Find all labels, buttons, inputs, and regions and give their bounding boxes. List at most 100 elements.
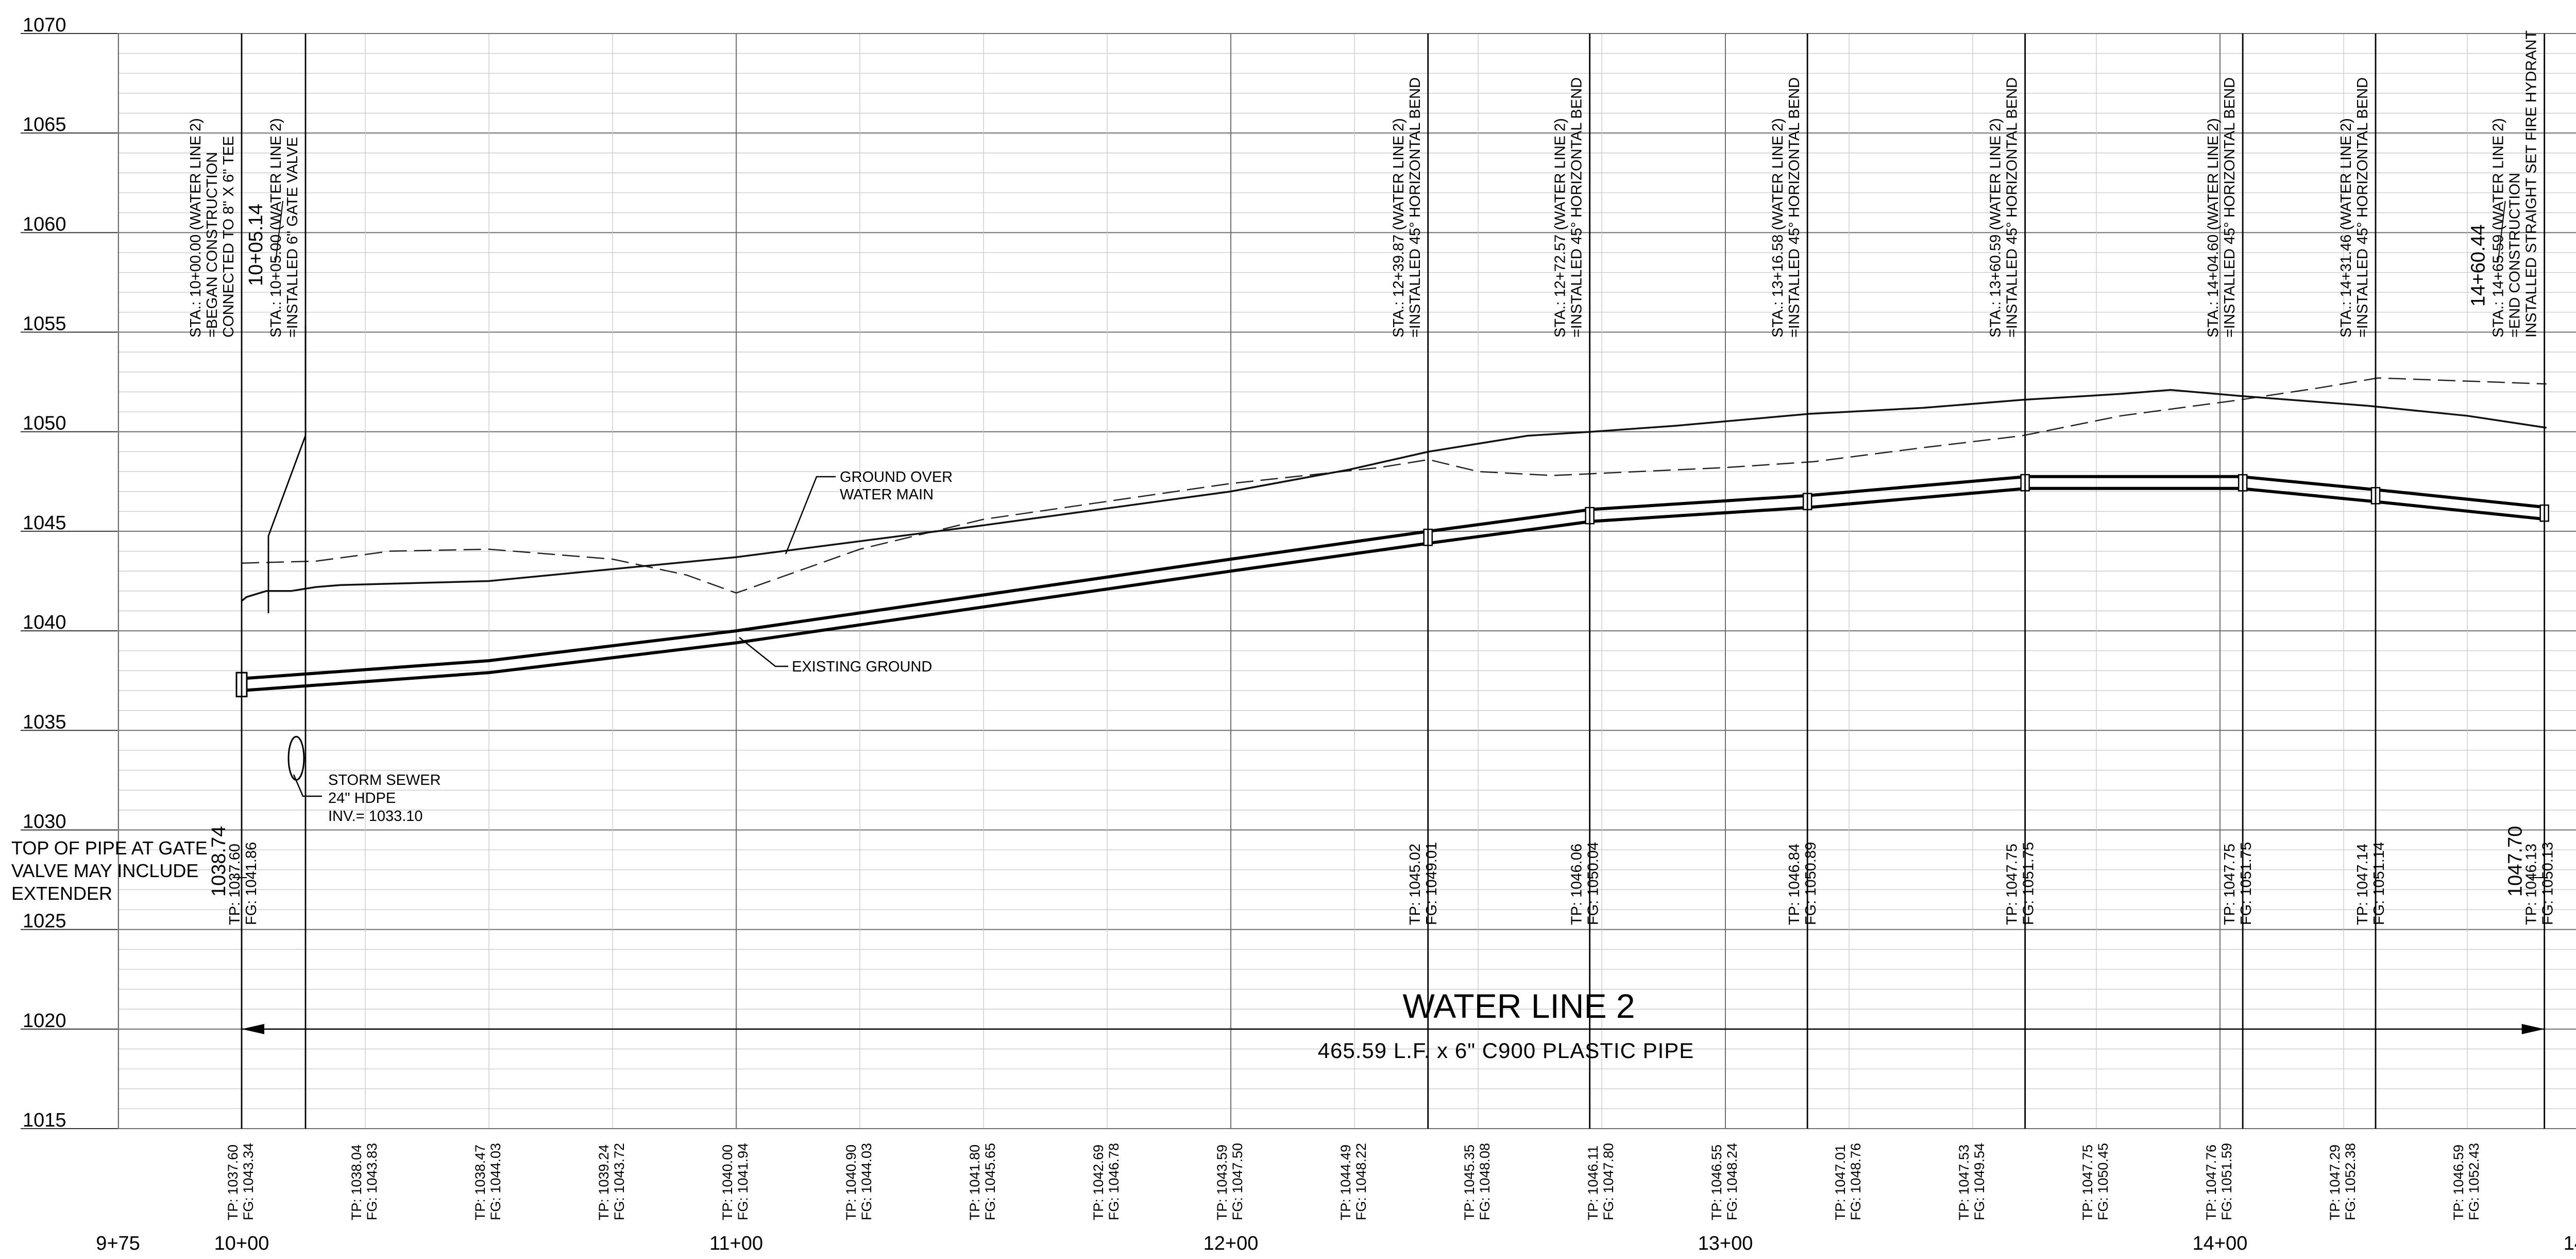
profile-lines — [235, 377, 2549, 781]
bottom-fg-label: FG: 1048.22 — [1353, 1143, 1369, 1220]
existing-ground-label: EXISTING GROUND — [792, 659, 932, 675]
bottom-tp-label: TP: 1037.60 — [225, 1145, 241, 1220]
bottom-tp-label: TP: 1047.29 — [2327, 1145, 2343, 1220]
bottom-fg-label: FG: 1047.50 — [1230, 1143, 1245, 1220]
station-callout-text: STA.: 14+04.60 (WATER LINE 2) — [2205, 118, 2222, 338]
station-callout-text: STA.: 14+65.59 (WATER LINE 2) — [2490, 118, 2507, 338]
tp-value: TP: 1037.60 — [227, 844, 243, 925]
bottom-tp-label: TP: 1047.76 — [2204, 1145, 2219, 1220]
bottom-fg-label: FG: 1043.34 — [241, 1143, 256, 1220]
bottom-tp-label: TP: 1047.53 — [1956, 1145, 1972, 1220]
fg-value: FG: 1050.13 — [2540, 842, 2556, 925]
station-callout-text: =INSTALLED 45° HORIZONTAL BEND — [1786, 77, 1803, 338]
asbuilt-station-text: 10+05.14 — [245, 204, 267, 286]
tp-value: TP: 1046.84 — [1786, 844, 1803, 925]
storm-sewer-label: STORM SEWER 24" HDPE INV.= 1033.10 — [328, 772, 441, 825]
station-callout-text: =INSTALLED 45° HORIZONTAL BEND — [1569, 77, 1585, 338]
station-callout-text: =INSTALLED 45° HORIZONTAL BEND — [1407, 77, 1423, 338]
station-scale: 9+75 10+00 11+00 12+00 13+00 14+00 14+75 — [96, 1233, 2576, 1254]
station-label: 9+75 — [96, 1233, 140, 1254]
bottom-tp-label: TP: 1046.55 — [1709, 1145, 1724, 1220]
station-label: 13+00 — [1698, 1233, 1753, 1254]
plot-frame — [118, 33, 2576, 1129]
tp-value: TP: 1047.14 — [2354, 844, 2371, 925]
bottom-fg-label: FG: 1052.43 — [2466, 1143, 2482, 1220]
run-arrow-right — [2521, 1023, 2545, 1034]
tp-value: TP: 1046.13 — [2523, 844, 2540, 925]
run-length-dimension — [242, 1023, 2545, 1034]
station-label: 14+00 — [2193, 1233, 2248, 1254]
bottom-tp-label: TP: 1039.24 — [596, 1145, 612, 1220]
fg-value: FG: 1051.75 — [2238, 842, 2255, 925]
elevation-label-left: 1060 — [23, 213, 66, 235]
fg-value: FG: 1049.01 — [1423, 842, 1440, 925]
elevation-label-left: 1030 — [23, 811, 66, 832]
station-callout-text: STA.: 10+05.00 (WATER LINE 2) — [268, 118, 284, 338]
station-callout-text: =INSTALLED 6" GATE VALVE — [284, 137, 301, 338]
station-callout-text: STA.: 13+60.59 (WATER LINE 2) — [1988, 118, 2004, 338]
tp-value: TP: 1047.75 — [2222, 844, 2238, 925]
station-label: 10+00 — [214, 1233, 269, 1254]
bottom-tp-label: TP: 1040.00 — [720, 1145, 735, 1220]
elevation-label-left: 1040 — [23, 612, 66, 633]
drawing-title: WATER LINE 2 — [1402, 987, 1635, 1025]
left-note-line-3: EXTENDER — [11, 883, 112, 904]
left-note: TOP OF PIPE AT GATE VALVE MAY INCLUDE EX… — [11, 837, 208, 904]
elevation-scale: 1070107010651065106010601055105510501050… — [23, 14, 66, 1131]
drawing-subtitle: 465.59 L.F. x 6" C900 PLASTIC PIPE — [1318, 1038, 1694, 1063]
station-callout-text: CONNECTED TO 8" X 6" TEE — [221, 136, 237, 338]
run-arrow-left — [242, 1023, 264, 1034]
bottom-tp-label: TP: 1047.75 — [2080, 1145, 2095, 1220]
bottom-tp-label: TP: 1042.69 — [1091, 1145, 1106, 1220]
elevation-label-left: 1020 — [23, 1010, 66, 1032]
tp-value: TP: 1045.02 — [1407, 844, 1423, 925]
bottom-tp-label: TP: 1044.49 — [1338, 1145, 1353, 1220]
bottom-fg-label: FG: 1041.94 — [735, 1143, 751, 1220]
fg-value: FG: 1051.75 — [2021, 842, 2037, 925]
station-label: 11+00 — [709, 1233, 763, 1254]
elevation-label-left: 1025 — [23, 911, 66, 932]
strikethrough-mark — [2497, 200, 2506, 262]
bottom-fg-label: FG: 1044.03 — [859, 1143, 874, 1220]
pipe-top-line — [241, 475, 2547, 680]
storm-sewer-leader — [293, 774, 322, 797]
bottom-tp-label: TP: 1041.80 — [967, 1145, 982, 1220]
leader-notes: GROUND OVER WATER MAIN EXISTING GROUND ST… — [293, 469, 953, 825]
station-callout-text: INSTALLED STRAIGHT SET FIRE HYDRANT — [2523, 30, 2540, 338]
elevation-label-left: 1045 — [23, 512, 66, 534]
fg-value: FG: 1041.86 — [243, 842, 260, 925]
elevation-label-left: 1070 — [23, 14, 66, 36]
station-callout-text: =INSTALLED 45° HORIZONTAL BEND — [2354, 77, 2371, 338]
ground-over-main-line — [241, 389, 2547, 602]
left-note-line-1: TOP OF PIPE AT GATE — [11, 837, 208, 859]
bottom-fg-label: FG: 1050.45 — [2095, 1143, 2111, 1220]
bottom-tp-label: TP: 1046.59 — [2451, 1145, 2466, 1220]
pipe-bottom-line — [241, 486, 2547, 692]
gate-valve-leader — [267, 325, 307, 613]
station-callouts: STA.: 10+00.00 (WATER LINE 2) =BEGAN CONS… — [188, 30, 2546, 1129]
station-callout-text: =INSTALLED 45° HORIZONTAL BEND — [2222, 77, 2238, 338]
station-callout-text: STA.: 12+72.57 (WATER LINE 2) — [1552, 118, 1569, 338]
elevation-label-left: 1015 — [23, 1110, 66, 1131]
bottom-fg-label: FG: 1043.72 — [612, 1143, 627, 1220]
bottom-fg-label: FG: 1046.78 — [1106, 1143, 1122, 1220]
bottom-fg-label: FG: 1043.83 — [364, 1143, 380, 1220]
bottom-tp-label: TP: 1043.59 — [1214, 1145, 1230, 1220]
elevation-label-left: 1035 — [23, 711, 66, 733]
bottom-fg-label: FG: 1052.38 — [2343, 1143, 2358, 1220]
station-callout-text: STA.: 14+31.46 (WATER LINE 2) — [2338, 118, 2354, 338]
bottom-tp-label: TP: 1045.35 — [1462, 1145, 1477, 1220]
elevation-label-left: 1055 — [23, 313, 66, 335]
bottom-tp-label: TP: 1038.04 — [349, 1145, 364, 1220]
bottom-fg-label: FG: 1044.03 — [488, 1143, 503, 1220]
bottom-fg-label: FG: 1045.65 — [982, 1143, 998, 1220]
tp-value: TP: 1047.75 — [2004, 844, 2021, 925]
profile-grid — [21, 33, 2576, 1129]
bottom-fg-label: FG: 1051.59 — [2219, 1143, 2234, 1220]
bottom-fg-label: FG: 1049.54 — [1972, 1143, 1987, 1220]
bottom-fg-label: FG: 1048.24 — [1724, 1143, 1740, 1220]
asbuilt-station-text: 14+60.44 — [2468, 224, 2489, 307]
fg-value: FG: 1050.89 — [1803, 842, 1819, 925]
station-callout-text: STA.: 13+16.58 (WATER LINE 2) — [1770, 118, 1786, 338]
